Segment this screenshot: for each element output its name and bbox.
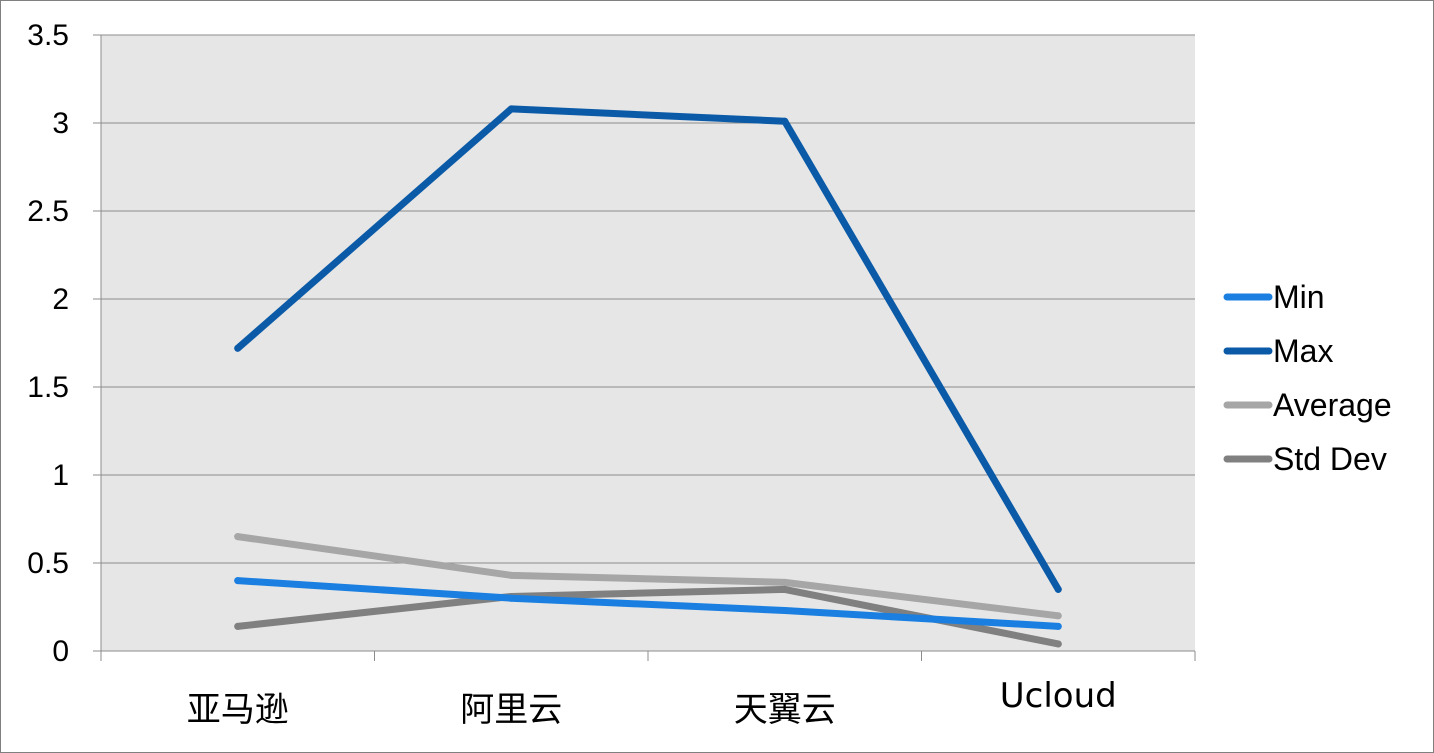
series-line-max [234,105,1062,593]
axes: 0 0.5 1 1.5 2 2.5 3 3.5 亚马逊 阿里云 天翼云 Ucloud [27,19,1196,730]
y-tick-label: 2.5 [27,195,69,228]
series-lines [234,105,1062,648]
data-point [1054,622,1062,630]
data-point [781,607,789,615]
data-point [1054,585,1062,593]
series-line-min [234,577,1062,630]
data-point [781,578,789,586]
legend-label: Average [1273,387,1392,423]
y-tick-label: 0.5 [27,547,69,580]
x-tick-label: 亚马逊 [187,690,289,730]
data-point [1054,640,1062,648]
legend-label: Min [1273,279,1325,315]
plot-area [101,35,1195,651]
y-tick-label: 0 [52,635,69,668]
legend-label: Std Dev [1273,441,1387,477]
legend: Min Max Average Std Dev [1223,279,1392,477]
data-point [1054,612,1062,620]
data-point [234,344,242,352]
x-tick-label: Ucloud [1000,676,1117,716]
y-tick-label: 1.5 [27,371,69,404]
x-tick-label: 天翼云 [734,690,836,730]
y-tick-label: 1 [52,459,69,492]
x-tick-label: 阿里云 [460,690,562,730]
gridlines [93,34,1195,652]
series-line-average [234,533,1062,620]
data-point [781,585,789,593]
legend-label: Max [1273,333,1333,369]
y-tick-label: 2 [52,283,69,316]
y-tick-label: 3.5 [27,19,69,52]
y-tick-label: 3 [52,107,69,140]
data-point [507,105,515,113]
data-point [234,622,242,630]
data-point [507,594,515,602]
data-point [234,533,242,541]
data-point [507,571,515,579]
data-point [781,117,789,125]
data-point [234,577,242,585]
